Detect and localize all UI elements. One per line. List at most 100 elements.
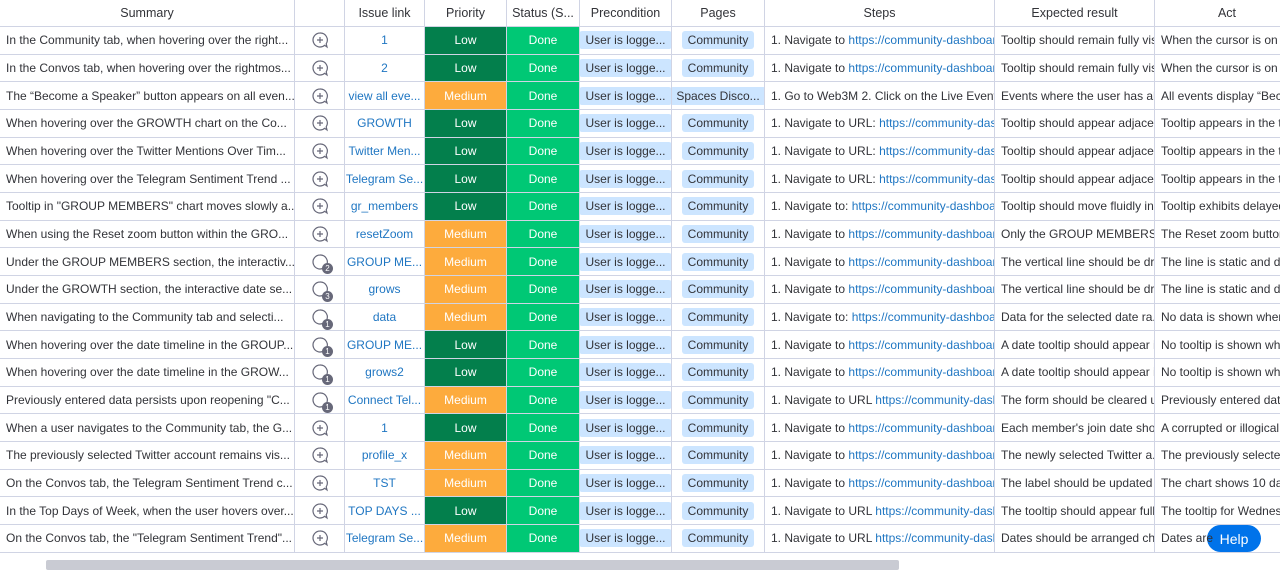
expected-cell: Tooltip should appear adjace... bbox=[995, 165, 1155, 193]
summary-cell: On the Convos tab, the "Telegram Sentime… bbox=[0, 525, 295, 553]
actual-cell: Dates are bbox=[1155, 525, 1280, 553]
steps-link[interactable]: https://community-dashboar... bbox=[848, 60, 995, 75]
precondition-cell: User is logge... bbox=[580, 497, 672, 526]
precondition-chip: User is logge... bbox=[580, 391, 671, 410]
help-button[interactable]: Help bbox=[1207, 525, 1261, 552]
expected-cell: Each member's join date sho... bbox=[995, 414, 1155, 443]
comments-cell[interactable]: 3 bbox=[295, 276, 345, 304]
actual-cell: No data is shown when bbox=[1155, 304, 1280, 332]
steps-link[interactable]: https://community-dashboar... bbox=[848, 448, 995, 463]
issue-link[interactable]: 1 bbox=[381, 420, 388, 435]
pages-cell: Community bbox=[672, 193, 765, 221]
comments-cell[interactable]: 1 bbox=[295, 303, 345, 332]
pages-cell: Community bbox=[672, 414, 765, 443]
issue-link[interactable]: Twitter Men... bbox=[348, 144, 421, 158]
comment-icon[interactable] bbox=[308, 30, 332, 50]
steps-link[interactable]: https://community-dash... bbox=[879, 144, 995, 158]
issue-link[interactable]: 1 bbox=[381, 33, 388, 48]
steps-text: 1. Navigate to bbox=[771, 337, 849, 352]
summary-cell: When hovering over the GROWTH chart on t… bbox=[0, 110, 295, 138]
issue_link-cell: TOP DAYS ... bbox=[345, 497, 425, 526]
comment-icon[interactable] bbox=[308, 196, 332, 216]
comment-icon[interactable] bbox=[308, 113, 332, 133]
issue-link[interactable]: resetZoom bbox=[355, 227, 414, 242]
steps-cell: 1. Navigate to https://community-dashboa… bbox=[765, 414, 995, 443]
comments-cell[interactable] bbox=[295, 497, 345, 526]
issue-link[interactable]: Connect Tel... bbox=[347, 393, 422, 408]
pages-cell: Community bbox=[672, 220, 765, 249]
comment-icon[interactable] bbox=[308, 445, 332, 465]
steps-link[interactable]: https://community-dash... bbox=[879, 116, 995, 131]
issue-link[interactable]: TST bbox=[373, 476, 396, 491]
steps-link[interactable]: https://community-dash... bbox=[875, 531, 994, 546]
comment-icon[interactable] bbox=[308, 224, 332, 244]
steps-link[interactable]: https://community-dashboar... bbox=[851, 310, 995, 325]
pages-cell: Community bbox=[672, 165, 765, 193]
steps-link[interactable]: https://community-dash... bbox=[875, 503, 994, 518]
issue-link[interactable]: GROUP ME... bbox=[346, 254, 423, 269]
issue-link[interactable]: gr_members bbox=[350, 199, 419, 214]
h-scrollbar[interactable] bbox=[46, 560, 899, 570]
precondition-chip: User is logge... bbox=[580, 86, 671, 105]
comments-cell[interactable] bbox=[295, 54, 345, 83]
comments-cell[interactable] bbox=[295, 165, 345, 193]
comment-icon[interactable] bbox=[308, 501, 332, 521]
issue-link[interactable]: Telegram Se... bbox=[345, 531, 424, 546]
steps-link[interactable]: https://community-dashboar... bbox=[848, 282, 995, 297]
comments-cell[interactable] bbox=[295, 442, 345, 470]
steps-cell: 1. Navigate to https://community-dashboa… bbox=[765, 442, 995, 470]
issue-link[interactable]: GROUP ME... bbox=[346, 337, 423, 352]
steps-link[interactable]: https://community-dashboar... bbox=[848, 365, 995, 380]
issue-link[interactable]: TOP DAYS ... bbox=[348, 503, 421, 518]
comments-cell[interactable] bbox=[295, 193, 345, 221]
comments-cell[interactable] bbox=[295, 469, 345, 498]
summary-cell: When using the Reset zoom button within … bbox=[0, 220, 295, 249]
issue-link[interactable]: view all eve... bbox=[348, 88, 421, 103]
steps-link[interactable]: https://community-dash... bbox=[875, 393, 994, 408]
priority-cell: Low bbox=[425, 110, 507, 138]
precondition-cell: User is logge... bbox=[580, 193, 672, 221]
steps-link[interactable]: https://community-dashboar... bbox=[848, 337, 995, 352]
comments-cell[interactable]: 2 bbox=[295, 248, 345, 277]
steps-link[interactable]: https://community-dashboar... bbox=[848, 227, 995, 242]
comment-icon[interactable] bbox=[308, 86, 332, 106]
precondition-chip: User is logge... bbox=[580, 252, 671, 271]
pages-chip: Community bbox=[681, 418, 755, 437]
comments-cell[interactable] bbox=[295, 82, 345, 110]
comment-icon[interactable] bbox=[308, 58, 332, 78]
comments-cell[interactable] bbox=[295, 220, 345, 249]
comment-icon[interactable] bbox=[308, 528, 332, 548]
issue-link[interactable]: 2 bbox=[381, 60, 388, 75]
comments-cell[interactable] bbox=[295, 110, 345, 138]
issue-link[interactable]: GROWTH bbox=[357, 116, 412, 131]
comments-cell[interactable]: 1 bbox=[295, 359, 345, 387]
comments-cell[interactable]: 1 bbox=[295, 331, 345, 360]
issue-link[interactable]: grows2 bbox=[365, 365, 404, 380]
priority-cell: Medium bbox=[425, 220, 507, 249]
steps-link[interactable]: https://community-dashboar... bbox=[848, 33, 995, 48]
pages-chip: Community bbox=[681, 529, 755, 548]
summary-cell: Tooltip in "GROUP MEMBERS" chart moves s… bbox=[0, 193, 295, 221]
steps-link[interactable]: https://community-dashboar... bbox=[851, 199, 995, 214]
comments-cell[interactable] bbox=[295, 525, 345, 553]
comment-icon[interactable] bbox=[308, 169, 332, 189]
issue-link[interactable]: Telegram Se... bbox=[345, 171, 424, 186]
comments-cell[interactable] bbox=[295, 414, 345, 443]
steps-text: 1. Go to Web3M 2. Click on the Live Even… bbox=[771, 88, 995, 103]
issue-link[interactable]: profile_x bbox=[361, 448, 408, 463]
steps-link[interactable]: https://community-dashboar... bbox=[848, 476, 995, 491]
steps-link[interactable]: https://community-dash... bbox=[879, 171, 995, 186]
comment-icon[interactable] bbox=[308, 141, 332, 161]
column-header: Precondition bbox=[580, 0, 672, 27]
summary-cell: In the Top Days of Week, when the user h… bbox=[0, 497, 295, 526]
comment-icon[interactable] bbox=[308, 418, 332, 438]
issue-link[interactable]: data bbox=[372, 310, 397, 325]
comments-cell[interactable] bbox=[295, 27, 345, 55]
comments-cell[interactable] bbox=[295, 137, 345, 166]
summary-cell: Previously entered data persists upon re… bbox=[0, 386, 295, 415]
comments-cell[interactable]: 1 bbox=[295, 386, 345, 415]
issue-link[interactable]: grows bbox=[368, 282, 401, 297]
steps-link[interactable]: https://community-dashboar... bbox=[848, 254, 995, 269]
steps-link[interactable]: https://community-dashboar... bbox=[848, 420, 995, 435]
comment-icon[interactable] bbox=[308, 473, 332, 493]
